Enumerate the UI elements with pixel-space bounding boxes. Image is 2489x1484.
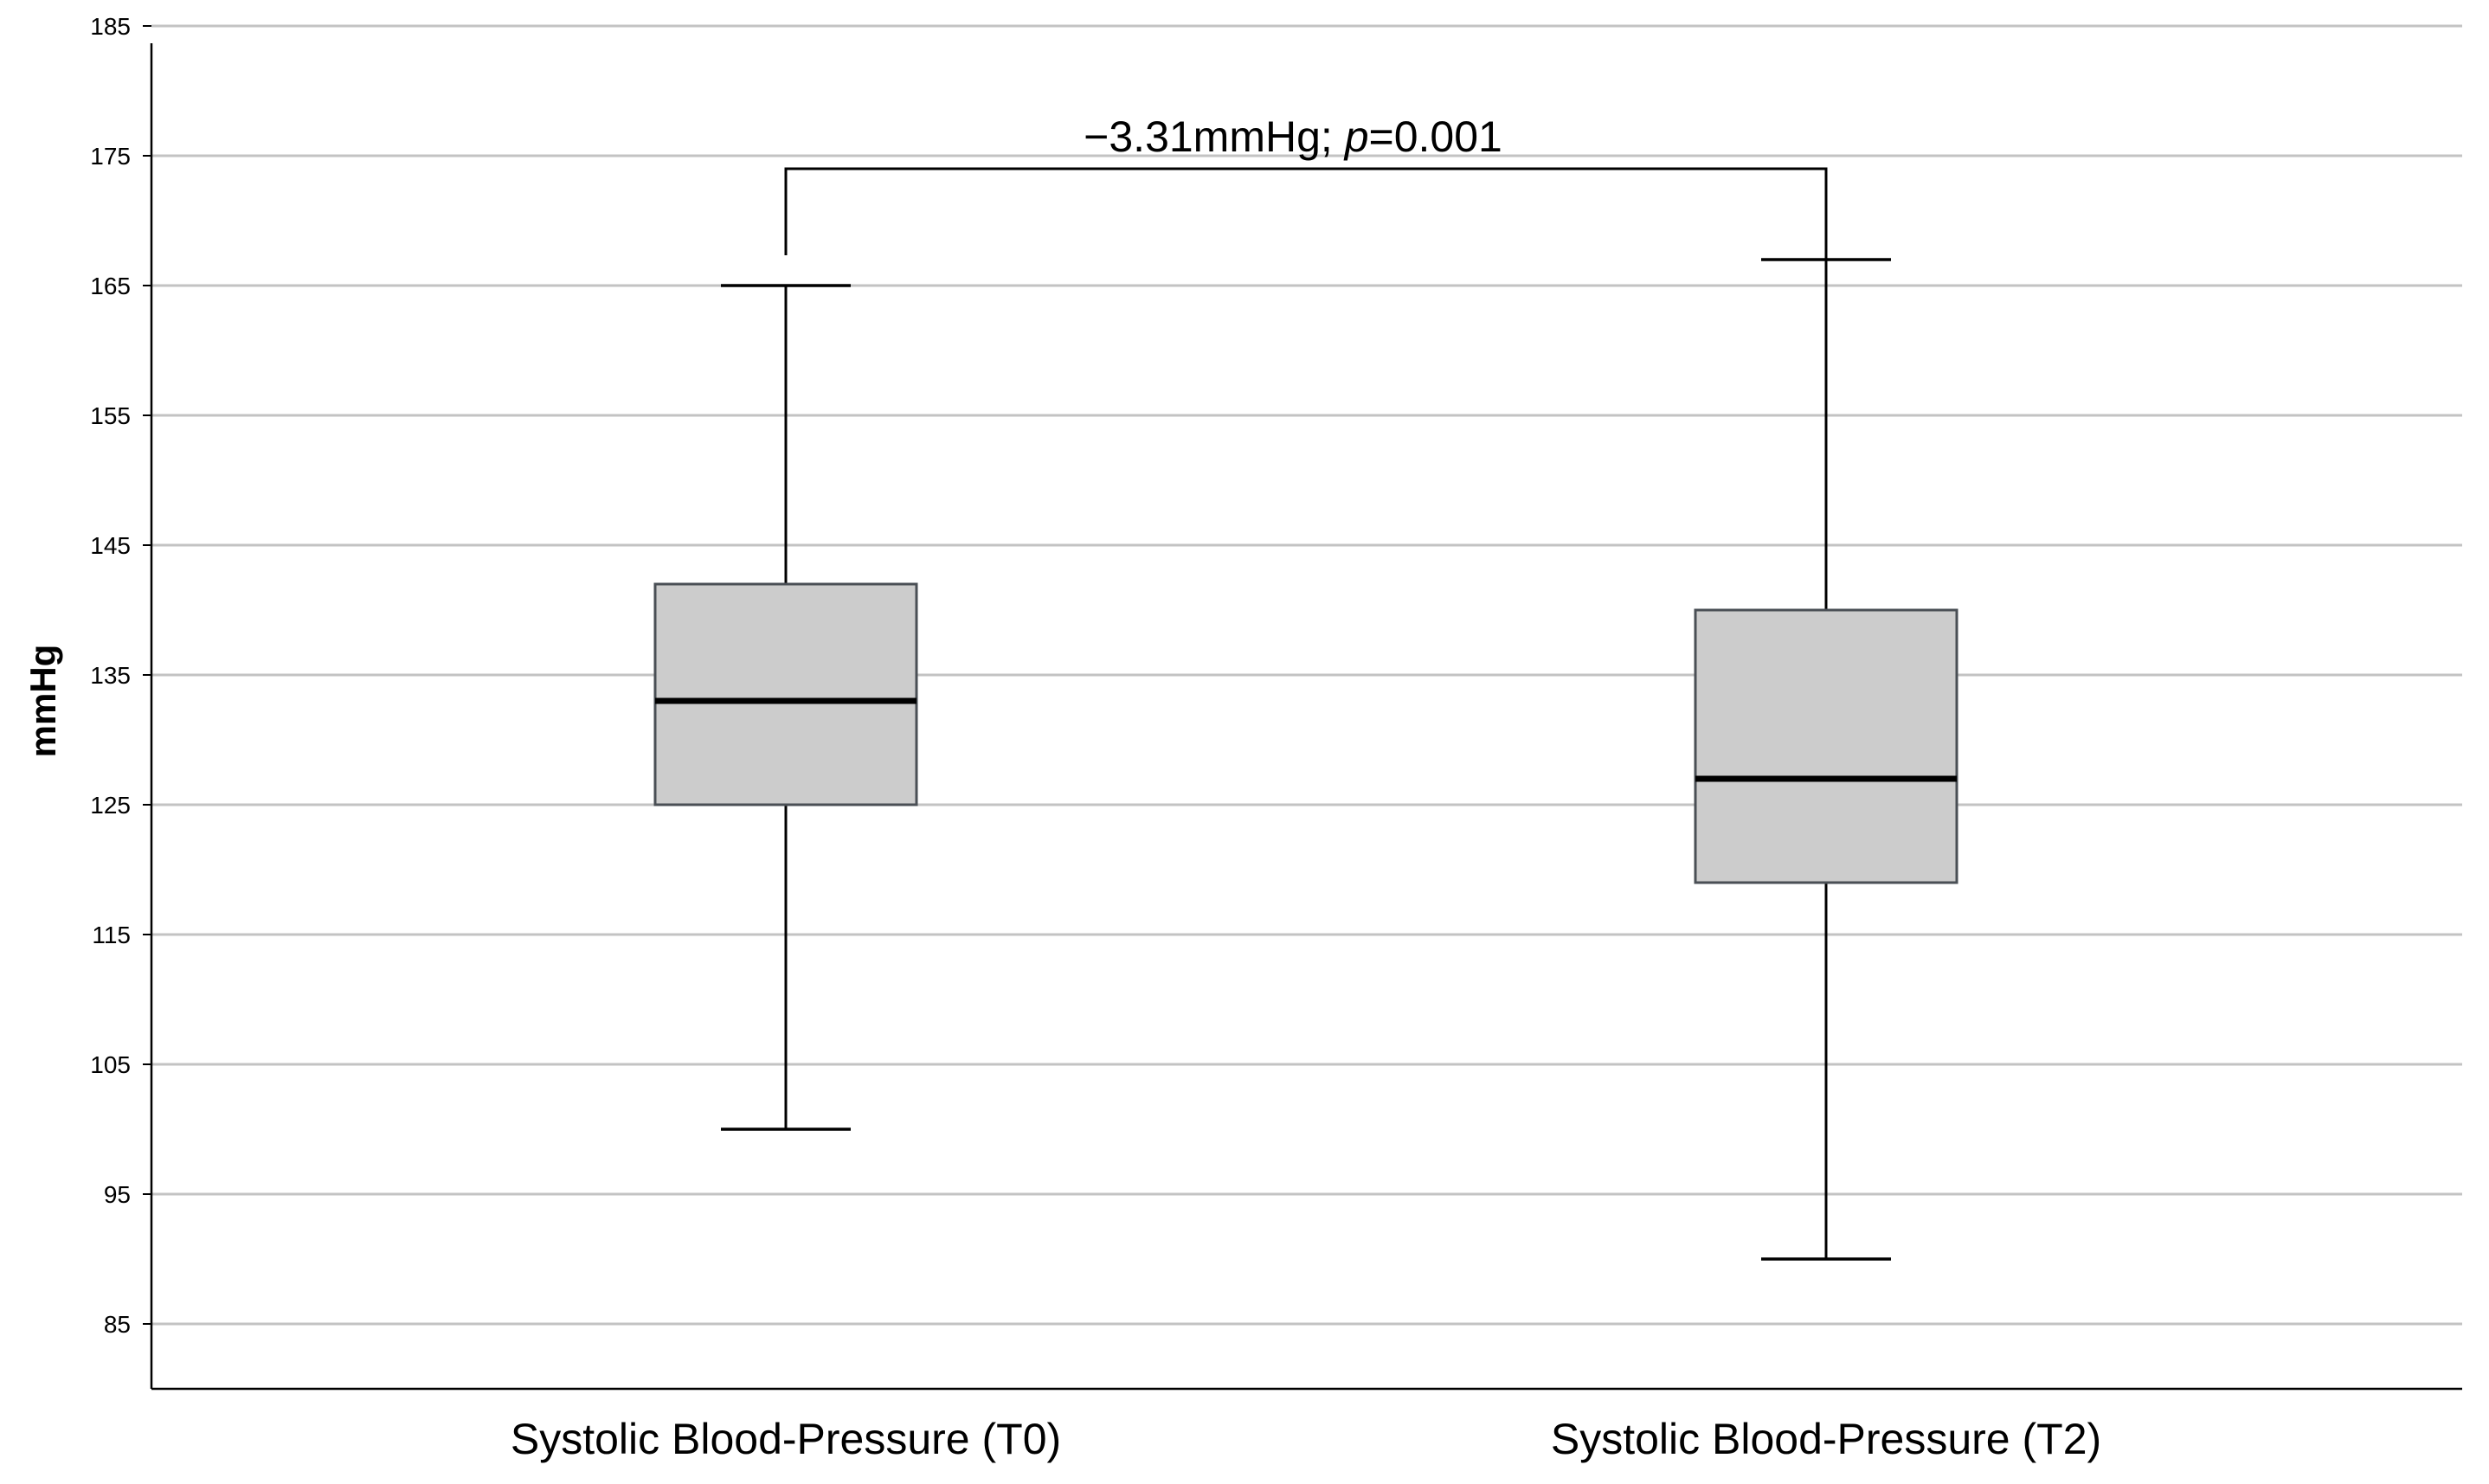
y-tick-label: 105	[90, 1051, 131, 1078]
y-tick-label: 95	[104, 1181, 131, 1208]
y-tick-labels: 85 95 105 115 125 135 145 155 165 175 185	[90, 13, 131, 1338]
y-tick-label: 145	[90, 532, 131, 559]
y-tick-label: 155	[90, 402, 131, 429]
category-labels: Systolic Blood-Pressure (T0) Systolic Blo…	[511, 1415, 2101, 1463]
y-tick-label: 165	[90, 273, 131, 299]
box-group-1	[653, 284, 918, 1131]
p-value-text: =0.001	[1369, 112, 1502, 161]
significance-bracket	[784, 167, 1828, 259]
difference-text: −3.31mmHg;	[1084, 112, 1345, 161]
boxes	[653, 258, 1958, 1261]
y-tick-label: 185	[90, 13, 131, 40]
y-tick-label: 125	[90, 792, 131, 819]
y-tick-label: 175	[90, 143, 131, 170]
box-group-2	[1694, 258, 1958, 1261]
iqr-box	[1694, 608, 1958, 884]
y-tick-label: 85	[104, 1311, 131, 1338]
p-symbol: p	[1343, 112, 1369, 161]
iqr-box	[653, 582, 918, 806]
axes	[150, 43, 2462, 1391]
significance-label: −3.31mmHg; p=0.001	[1084, 112, 1502, 161]
y-axis-label: mmHg	[23, 645, 63, 758]
category-label: Systolic Blood-Pressure (T2)	[1551, 1415, 2101, 1463]
gridlines	[143, 24, 2462, 1326]
category-label: Systolic Blood-Pressure (T0)	[511, 1415, 1061, 1463]
y-tick-label: 135	[90, 662, 131, 689]
significance-annotation: −3.31mmHg; p=0.001	[784, 112, 1828, 259]
y-tick-label: 115	[92, 922, 131, 948]
